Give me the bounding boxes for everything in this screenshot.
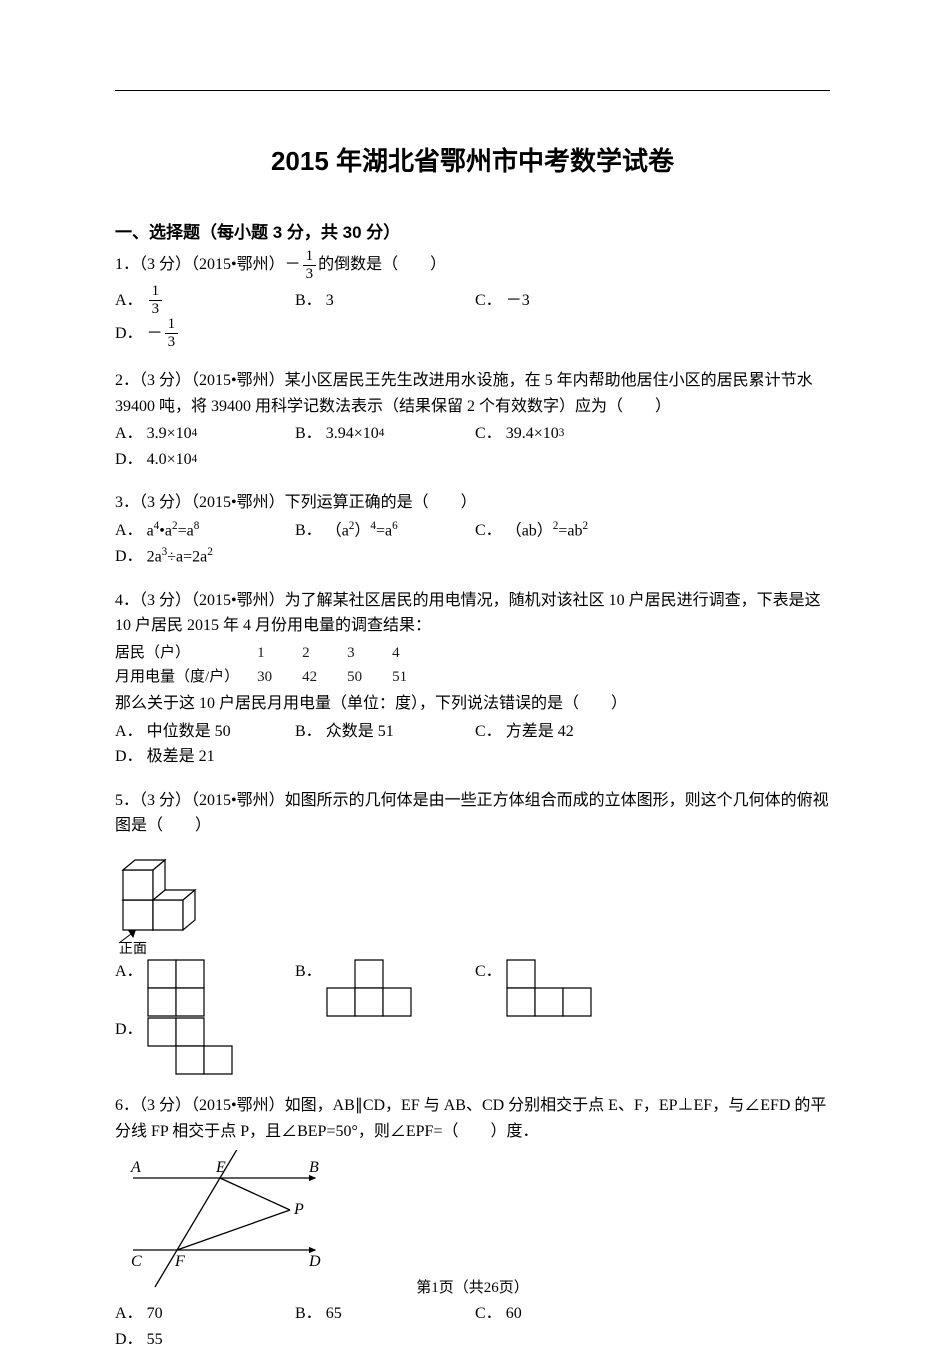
q1-opt-A: A． 13: [115, 284, 285, 317]
question-2: 2．（3 分）（2015•鄂州）某小区居民王先生改进用水设施，在 5 年内帮助他…: [115, 368, 830, 472]
svg-text:F: F: [174, 1253, 185, 1270]
section-1-heading: 一、选择题（每小题 3 分，共 30 分）: [115, 218, 830, 243]
q2-stem: 2．（3 分）（2015•鄂州）某小区居民王先生改进用水设施，在 5 年内帮助他…: [115, 368, 830, 419]
q4-stem2: 那么关于这 10 户居民月用电量（单位：度），下列说法错误的是（ ）: [115, 691, 830, 717]
q4-opt-A: A．中位数是 50: [115, 719, 285, 745]
q1-stem: 1．（3 分）（2015•鄂州）－13的倒数是（ ）: [115, 249, 830, 282]
q6-opt-B: B．65: [295, 1301, 465, 1327]
q6-opt-A: A．70: [115, 1301, 285, 1327]
q2-opt-A: A．3.9×104: [115, 421, 285, 447]
question-6: 6．（3 分）（2015•鄂州）如图，AB∥CD，EF 与 AB、CD 分别相交…: [115, 1093, 830, 1352]
svg-text:P: P: [293, 1201, 304, 1218]
q4-opt-D: D．极差是 21: [115, 744, 285, 770]
question-3: 3．（3 分）（2015•鄂州）下列运算正确的是（ ） A．a4•a2=a8 B…: [115, 490, 830, 569]
q3-D-expr: 2a3÷a=2a2: [147, 544, 213, 570]
q6-stem: 6．（3 分）（2015•鄂州）如图，AB∥CD，EF 与 AB、CD 分别相交…: [115, 1093, 830, 1144]
question-1: 1．（3 分）（2015•鄂州）－13的倒数是（ ） A． 13 B． 3 C．…: [115, 249, 830, 350]
grid-D: [147, 1017, 233, 1075]
q4-stem1: 4．（3 分）（2015•鄂州）为了解某社区居民的用电情况，随机对该社区 10 …: [115, 588, 830, 639]
page-footer: 第1页（共26页）: [0, 1276, 945, 1297]
q5-opt-C: C．: [475, 959, 645, 1017]
svg-text:B: B: [309, 1159, 319, 1176]
q3-stem: 3．（3 分）（2015•鄂州）下列运算正确的是（ ）: [115, 490, 830, 516]
q1-opt-C: C． －3: [475, 284, 645, 317]
q3-opt-D: D．2a3÷a=2a2: [115, 544, 285, 570]
q2-opt-C: C．39.4×103: [475, 421, 645, 447]
q1-opt-D: D． －13: [115, 317, 285, 350]
q3-opt-C: C．（ab）2=ab2: [475, 518, 645, 544]
question-4: 4．（3 分）（2015•鄂州）为了解某社区居民的用电情况，随机对该社区 10 …: [115, 588, 830, 770]
q1-options: A． 13 B． 3 C． －3 D． －13: [115, 284, 830, 350]
q6-figure: A B C D E F P: [115, 1150, 830, 1295]
grid-B: [326, 959, 412, 1017]
question-5: 5．（3 分）（2015•鄂州）如图所示的几何体是由一些正方体组合而成的立体图形…: [115, 788, 830, 1075]
q5-opt-B: B．: [295, 959, 465, 1017]
q4-options: A．中位数是 50 B．众数是 51 C．方差是 42 D．极差是 21: [115, 719, 830, 770]
svg-text:A: A: [130, 1159, 141, 1176]
q3-B-expr: （a2）4=a6: [326, 518, 398, 544]
svg-text:D: D: [308, 1253, 321, 1270]
parallel-lines-diagram: A B C D E F P: [115, 1150, 355, 1295]
q2-opt-B: B．3.94×104: [295, 421, 465, 447]
q3-opt-A: A．a4•a2=a8: [115, 518, 285, 544]
q6-opt-D: D．55: [115, 1327, 285, 1352]
svg-text:E: E: [215, 1159, 226, 1176]
q5-3d-figure: 正面: [115, 845, 830, 955]
q5-opt-D: D．: [115, 1017, 285, 1075]
q5-stem: 5．（3 分）（2015•鄂州）如图所示的几何体是由一些正方体组合而成的立体图形…: [115, 788, 830, 839]
q4-table: 居民（户） 1 2 3 4 月用电量（度/户） 30 42 50 51: [115, 641, 437, 689]
svg-text:正面: 正面: [119, 942, 147, 955]
q2-options: A．3.9×104 B．3.94×104 C．39.4×103 D．4.0×10…: [115, 421, 830, 472]
grid-C: [506, 959, 592, 1017]
top-rule: [115, 90, 830, 91]
grid-A: [147, 959, 205, 1017]
q3-A-expr: a4•a2=a8: [147, 518, 200, 544]
q3-C-expr: （ab）2=ab2: [506, 518, 588, 544]
cube-stack-icon: 正面: [115, 845, 215, 955]
exam-page: 2015 年湖北省鄂州市中考数学试卷 一、选择题（每小题 3 分，共 30 分）…: [0, 0, 945, 1337]
svg-text:C: C: [131, 1253, 142, 1270]
q2-opt-D: D．4.0×104: [115, 447, 285, 473]
q5-opt-A: A．: [115, 959, 285, 1017]
q3-opt-B: B．（a2）4=a6: [295, 518, 465, 544]
q4-opt-B: B．众数是 51: [295, 719, 465, 745]
q3-options: A．a4•a2=a8 B．（a2）4=a6 C．（ab）2=ab2 D．2a3÷…: [115, 518, 830, 570]
q6-options: A．70 B．65 C．60 D．55: [115, 1301, 830, 1352]
page-title: 2015 年湖北省鄂州市中考数学试卷: [115, 141, 830, 178]
q1-opt-B: B． 3: [295, 284, 465, 317]
q6-opt-C: C．60: [475, 1301, 645, 1327]
q4-opt-C: C．方差是 42: [475, 719, 645, 745]
q5-options: A． B． C． D．: [115, 959, 830, 1075]
fraction-1-3: 13: [303, 249, 317, 282]
